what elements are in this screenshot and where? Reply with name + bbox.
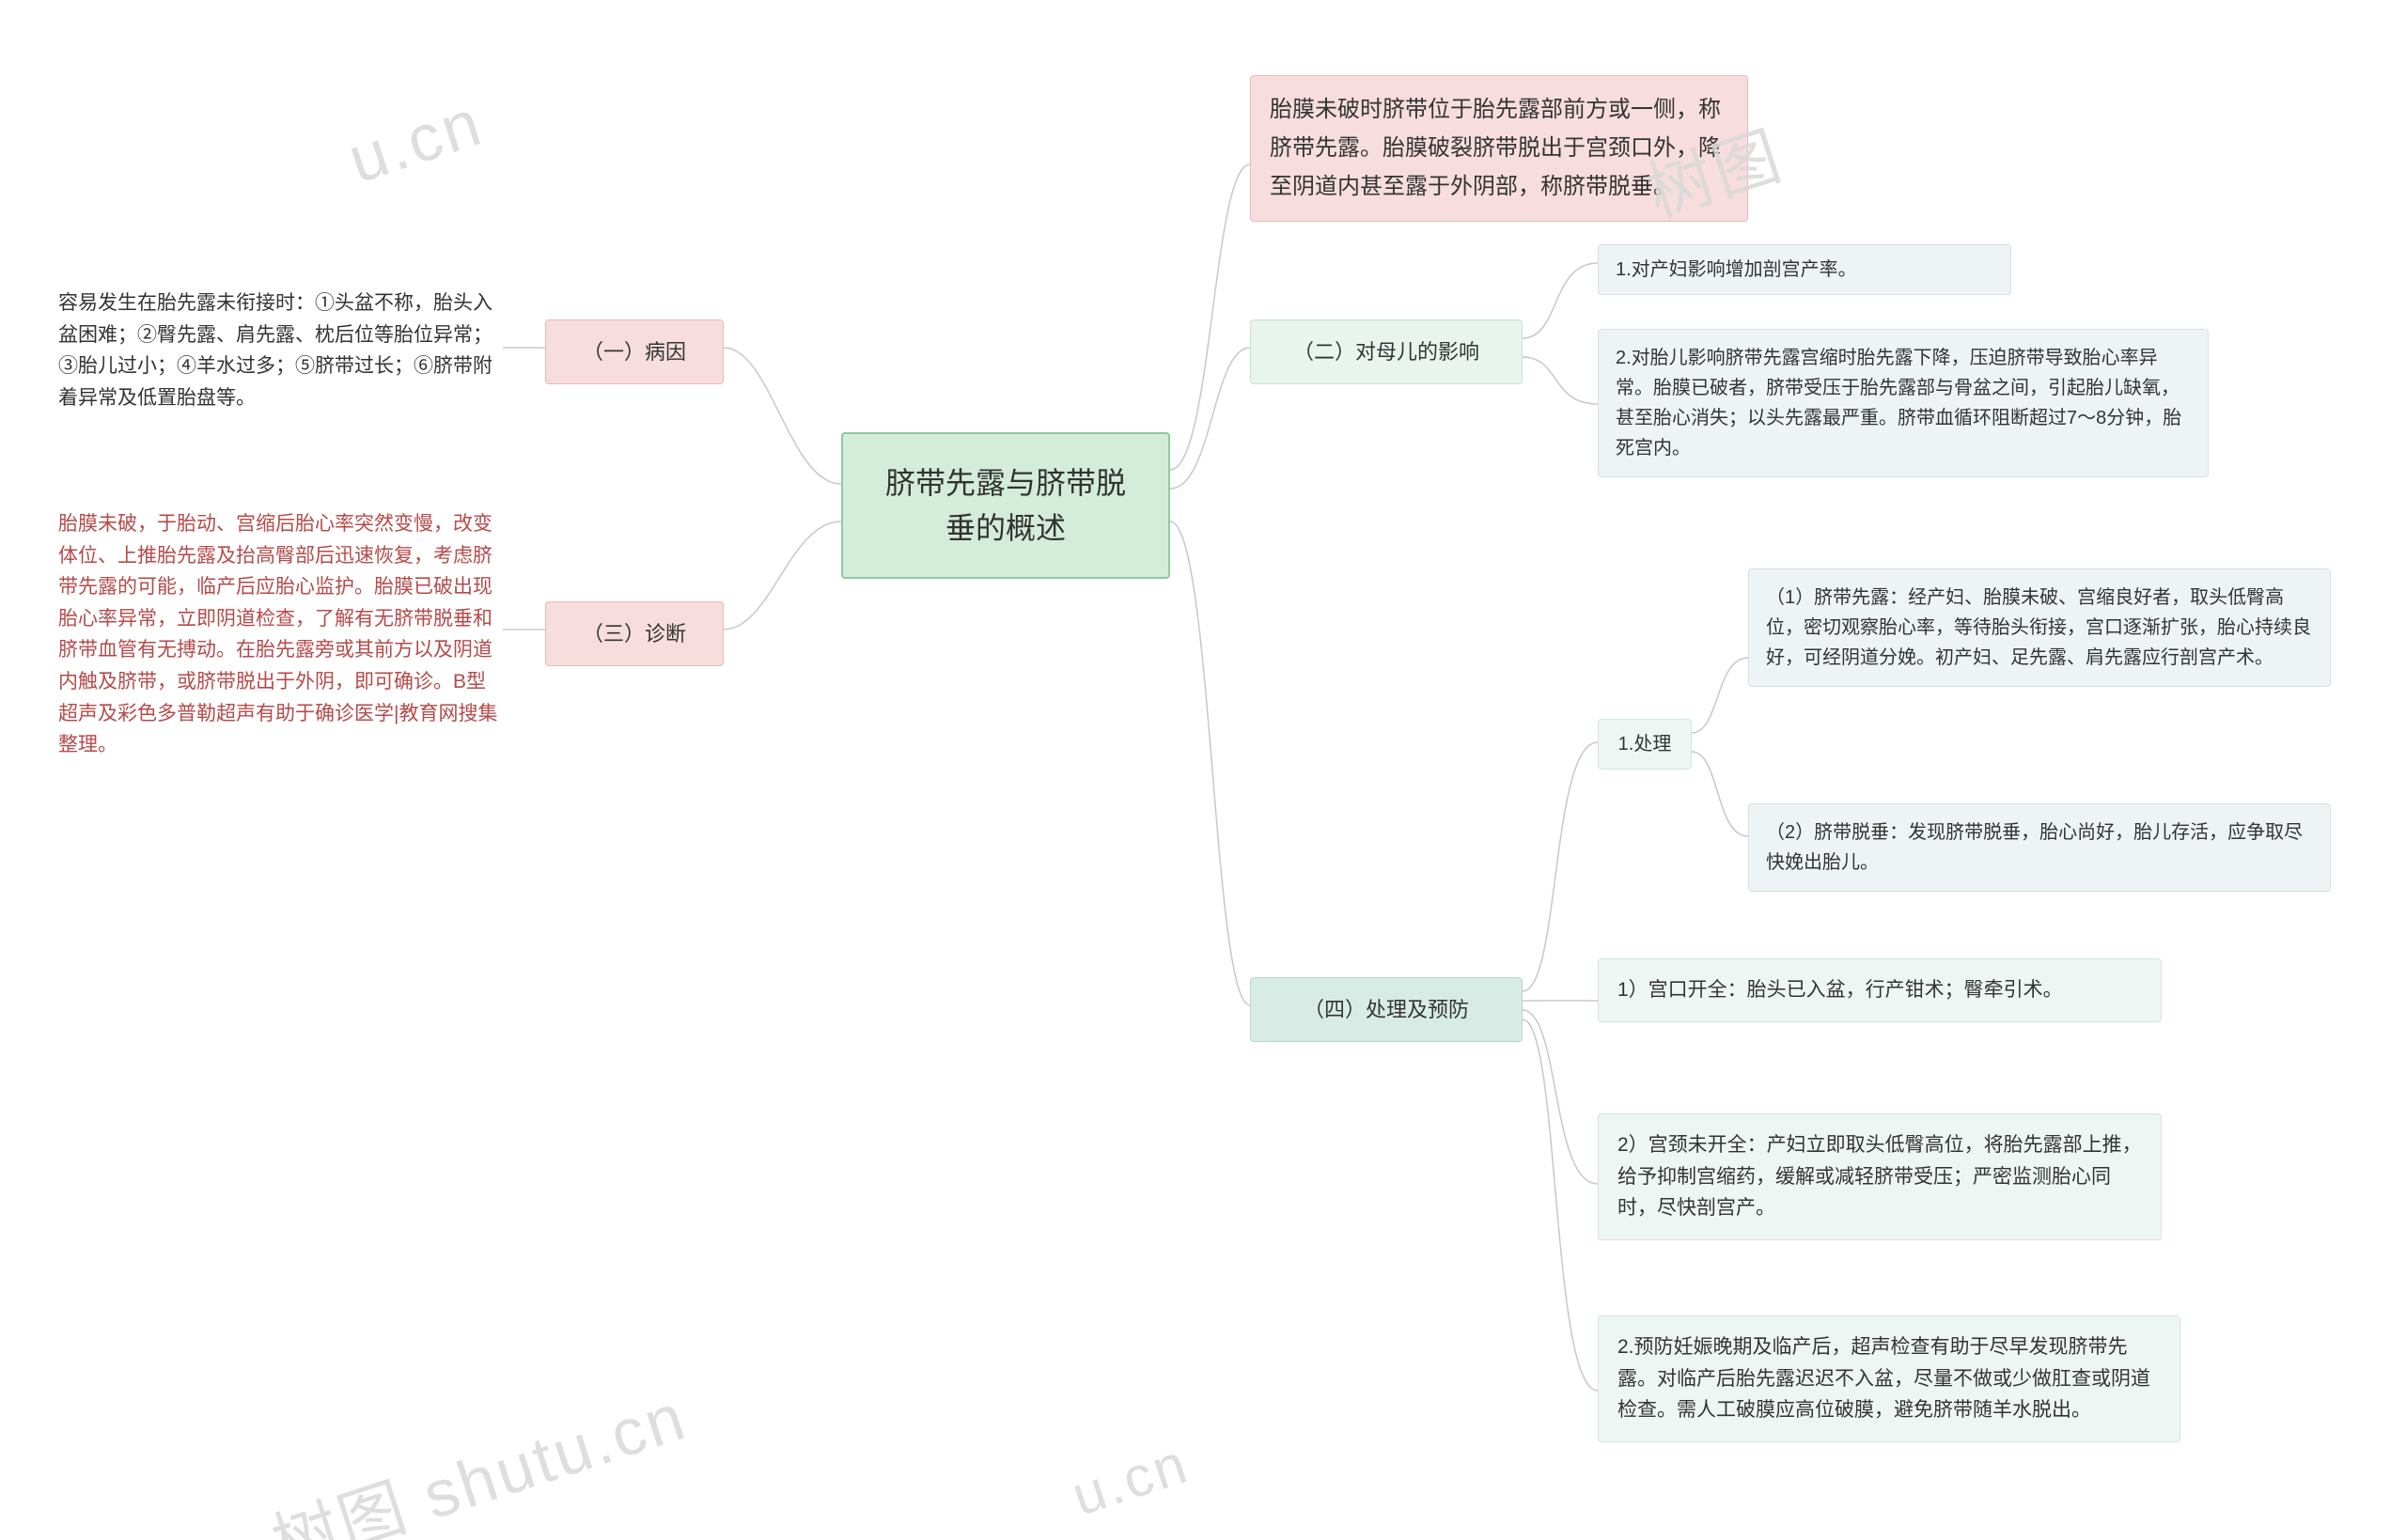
connector-lines — [0, 0, 2406, 1540]
etiology-detail: 容易发生在胎先露未衔接时：①头盆不称，胎头入盆困难；②臀先露、肩先露、枕后位等胎… — [56, 282, 503, 419]
watermark: 树图 shutu.cn — [259, 1364, 697, 1540]
treatment-sub1: 1）宫口开全：胎头已入盆，行产钳术；臀牵引术。 — [1598, 958, 2162, 1022]
definition-box: 胎膜未破时脐带位于胎先露部前方或一侧，称脐带先露。胎膜破裂脐带脱出于宫颈口外，降… — [1250, 75, 1748, 222]
effect-sub2: 2.对胎儿影响脐带先露宫缩时胎先露下降，压迫脐带导致胎心率异常。胎膜已破者，脐带… — [1598, 329, 2209, 477]
proc-a: （1）脐带先露：经产妇、胎膜未破、宫缩良好者，取头低臀高位，密切观察胎心率，等待… — [1748, 568, 2331, 687]
effect-sub1: 1.对产妇影响增加剖宫产率。 — [1598, 244, 2011, 295]
watermark: u.cn — [1064, 1430, 1196, 1528]
diagnosis-detail: 胎膜未破，于胎动、宫缩后胎心率突然变慢，改变体位、上推胎先露及抬高臀部后迅速恢复… — [56, 503, 503, 767]
diagnosis-label: （三）诊断 — [545, 601, 724, 666]
prevention: 2.预防妊娠晚期及临产后，超声检查有助于尽早发现脐带先露。对临产后胎先露迟迟不入… — [1598, 1315, 2180, 1442]
etiology-label: （一）病因 — [545, 319, 724, 384]
treatment-sub2: 2）宫颈未开全：产妇立即取头低臀高位，将胎先露部上推，给予抑制宫缩药，缓解或减轻… — [1598, 1113, 2162, 1240]
effect-label: （二）对母儿的影响 — [1250, 319, 1523, 384]
proc-label: 1.处理 — [1598, 719, 1692, 770]
root-node: 脐带先露与脐带脱垂的概述 — [841, 432, 1170, 579]
treatment-label: （四）处理及预防 — [1250, 977, 1523, 1042]
watermark: u.cn — [339, 85, 492, 198]
proc-b: （2）脐带脱垂：发现脐带脱垂，胎心尚好，胎儿存活，应争取尽快娩出胎儿。 — [1748, 803, 2331, 892]
